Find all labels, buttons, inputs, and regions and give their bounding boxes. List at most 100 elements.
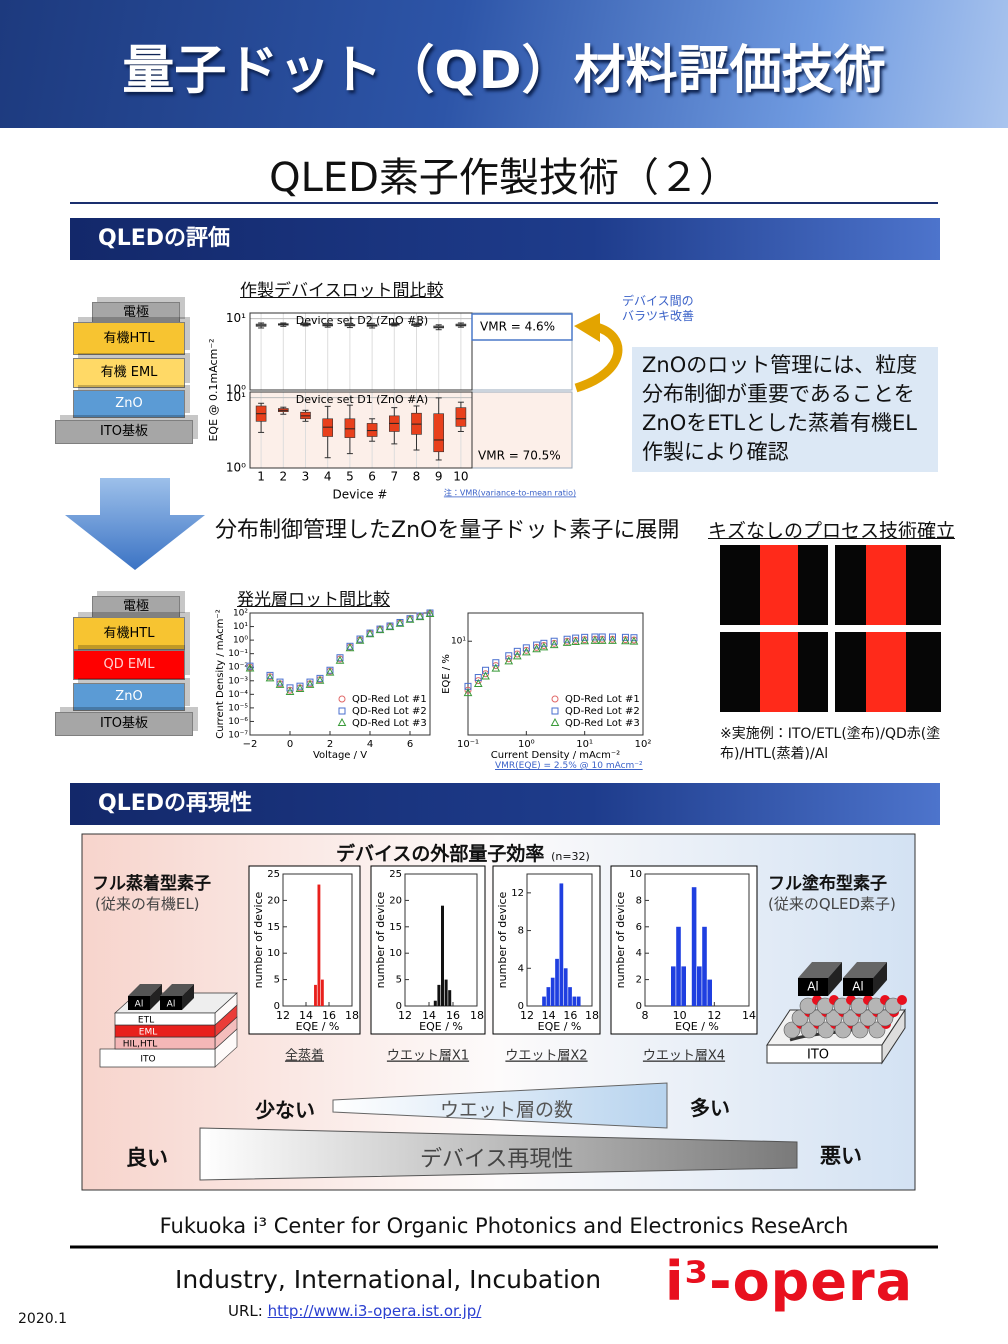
marker: [581, 633, 589, 641]
hist-bar: [691, 887, 697, 1006]
x-tick-label: 9: [435, 470, 443, 484]
layer-label: EML: [139, 1028, 157, 1038]
panel-title: デバイスの外部量子効率 (n=32): [336, 839, 590, 866]
marker: [539, 642, 549, 651]
x-tick-label: 2: [279, 470, 287, 484]
marker: [463, 688, 473, 697]
electrode-label: Al: [852, 980, 864, 994]
particle: [799, 997, 817, 1015]
electrode: [128, 996, 150, 1010]
marker: [491, 663, 501, 672]
process-image: [866, 632, 906, 712]
x-tick-label: 7: [390, 470, 398, 484]
date: 2020.1: [18, 1311, 67, 1327]
marker: [415, 612, 425, 621]
hist-bar: [555, 958, 559, 1006]
marker: [315, 675, 325, 684]
particle: [834, 1021, 852, 1039]
hist-bar: [441, 905, 444, 1006]
y-tick-label: 12: [511, 888, 524, 899]
x-tick-label: 8: [413, 470, 421, 484]
sample-count: (n=32): [551, 850, 590, 863]
plot-frame: [249, 312, 473, 391]
scatter-chart: −2 0 2 4 6 10⁻⁷ 10⁻⁶ 10⁻⁵ 10⁻⁴ 10⁻³ 10⁻² 10⁻¹ 10⁰ 10¹…: [215, 609, 435, 761]
histogram: 12 14 16 18 0 5 10 15 20 25 EQE / % number of devic…: [370, 865, 486, 1064]
marker: [590, 635, 600, 644]
organization: Fukuoka i³ Center for Organic Photonics …: [159, 1214, 849, 1238]
particle: [897, 995, 907, 1005]
marker: [336, 654, 344, 662]
layer-front: [99, 1048, 216, 1068]
electrode-side: [182, 984, 194, 1010]
y-tick-label: 20: [267, 895, 280, 906]
repro-wedge: [199, 1127, 798, 1181]
curved-arrow: [574, 322, 623, 393]
x-tick-label: 8: [642, 1009, 649, 1022]
stack-layer: QD EML: [73, 650, 185, 680]
particle: [851, 1021, 869, 1039]
process-note: ※実施例：ITO/ETL(塗布)/QD赤(塗布)/HTL(蒸着)/Al: [720, 726, 941, 762]
marker: [562, 637, 572, 646]
legend-label: QD-Red Lot #3: [565, 718, 640, 729]
histogram: 12 14 16 18 0 4 8 12 EQE / % number of device ウエット…: [492, 865, 601, 1064]
vmr-label: VMR = 70.5%: [478, 449, 561, 463]
legend-label: QD-Red Lot #2: [352, 706, 427, 717]
y-tick-label: 10: [629, 869, 642, 880]
x-tick-label: 3: [302, 470, 310, 484]
hist-bar: [576, 996, 581, 1006]
particle: [884, 997, 902, 1015]
x-axis-label: Device #: [333, 488, 388, 502]
panel-title-text: デバイスの外部量子効率: [336, 843, 545, 865]
marker: [326, 666, 334, 674]
y-tick-label: 10⁻⁷: [228, 731, 248, 741]
marker: [481, 671, 490, 680]
y-tick-label: 15: [267, 922, 280, 933]
x-tick-label: 4: [324, 470, 332, 484]
hist-bar: [314, 984, 317, 1006]
curved-arrow-head: [574, 313, 600, 342]
y-tick-label: 10⁻²: [228, 663, 248, 673]
x-tick-label: 10²: [635, 739, 652, 750]
x-axis-label: EQE / %: [419, 1020, 463, 1033]
marker: [621, 636, 630, 645]
layer-label: ITO: [140, 1055, 155, 1065]
url-link[interactable]: http://www.i3-opera.ist.or.jp/: [267, 1302, 482, 1320]
marker: [580, 636, 590, 645]
hist-caption: ウエット層X4: [643, 1049, 725, 1064]
y-axis-label: number of device: [614, 891, 627, 988]
marker: [532, 644, 541, 653]
x-tick-label: 18: [470, 1009, 484, 1022]
legend-label: QD-Red Lot #2: [565, 706, 640, 717]
y-tick-label: 10⁰: [226, 461, 246, 475]
x-tick-label: 10¹: [576, 739, 593, 750]
marker: [598, 633, 606, 641]
plot-frame: [249, 612, 431, 736]
legend-marker: [338, 707, 346, 715]
x-tick-label: 6: [407, 739, 413, 750]
legend-label: QD-Red Lot #1: [565, 694, 640, 705]
histogram: 12 14 16 18 0 5 10 15 20 25 EQE / % number of devic…: [248, 865, 361, 1064]
hist-bar: [707, 979, 712, 1006]
device-type-note: (従来の有機EL): [95, 895, 200, 913]
hist-bar: [568, 987, 572, 1006]
marker: [621, 633, 629, 641]
marker: [630, 634, 638, 642]
y-axis-label: number of device: [496, 891, 509, 988]
y-tick-label: 10⁻¹: [228, 649, 248, 659]
hist-bar: [542, 996, 546, 1006]
hist-bar: [702, 926, 707, 1006]
marker: [305, 679, 315, 688]
stack-layer: 有機HTL: [73, 322, 185, 355]
y-tick-label: 4: [636, 948, 642, 959]
scale-end: 良い: [126, 1146, 168, 1170]
hist-bar: [444, 979, 448, 1006]
y-tick-label: 10⁰: [226, 383, 246, 397]
stack-layer: 電極: [92, 302, 180, 324]
y-tick-label: 10¹: [226, 311, 246, 325]
legend-marker: [551, 707, 559, 715]
y-tick-label: 2: [636, 975, 642, 986]
process-image: [866, 545, 906, 625]
marker: [395, 618, 405, 627]
